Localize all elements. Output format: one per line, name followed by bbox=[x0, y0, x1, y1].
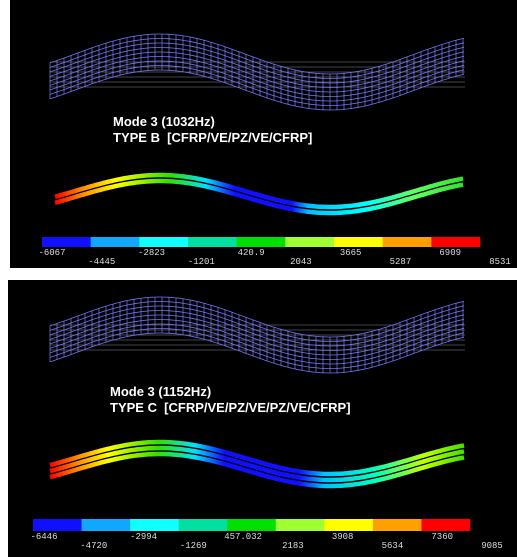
legend-swatch bbox=[276, 519, 325, 531]
type-label: TYPE B [CFRP/VE/PZ/VE/CFRP] bbox=[113, 130, 312, 145]
legend-label: -4445 bbox=[88, 257, 115, 267]
legend-swatch bbox=[237, 237, 286, 247]
mode-label: Mode 3 (1032Hz) bbox=[113, 114, 215, 129]
figure: Mode 3 (1032Hz) TYPE B [CFRP/VE/PZ/VE/CF… bbox=[0, 0, 517, 557]
legend-label: 7360 bbox=[431, 532, 453, 542]
legend-label: 9085 bbox=[481, 541, 503, 551]
legend-label: -6446 bbox=[30, 532, 57, 542]
legend-label: -2823 bbox=[138, 248, 165, 258]
legend-label: -1269 bbox=[180, 541, 207, 551]
legend-swatch bbox=[130, 519, 179, 531]
legend-swatch bbox=[139, 237, 188, 247]
legend-label: 5634 bbox=[382, 541, 404, 551]
legend-label: 3908 bbox=[332, 532, 354, 542]
legend-swatch bbox=[431, 237, 480, 247]
legend-label: 457.032 bbox=[224, 532, 262, 542]
legend-label: 2183 bbox=[282, 541, 304, 551]
legend-label: 2043 bbox=[290, 257, 312, 267]
legend-label: 3665 bbox=[340, 248, 362, 258]
legend-swatch bbox=[91, 237, 140, 247]
type-label: TYPE C [CFRP/VE/PZ/VE/PZ/VE/CFRP] bbox=[110, 400, 351, 415]
legend-swatch bbox=[82, 519, 131, 531]
legend-swatch bbox=[421, 519, 470, 531]
legend-label: -6067 bbox=[38, 248, 65, 258]
legend-label: 8531 bbox=[489, 257, 511, 267]
legend-label: -2994 bbox=[130, 532, 157, 542]
mode-label: Mode 3 (1152Hz) bbox=[110, 384, 211, 399]
legend-swatch bbox=[42, 237, 91, 247]
legend-label: 5287 bbox=[390, 257, 412, 267]
legend-swatch bbox=[383, 237, 432, 247]
page: Mode 3 (1032Hz) TYPE B [CFRP/VE/PZ/VE/CF… bbox=[0, 0, 517, 557]
legend-swatch bbox=[324, 519, 373, 531]
legend-swatch bbox=[179, 519, 228, 531]
legend-swatch bbox=[33, 519, 82, 531]
legend-label: -4720 bbox=[80, 541, 107, 551]
legend-label: -1201 bbox=[188, 257, 215, 267]
legend-swatch bbox=[227, 519, 276, 531]
legend-label: 420.9 bbox=[238, 248, 265, 258]
legend-swatch bbox=[373, 519, 422, 531]
legend-swatch bbox=[334, 237, 383, 247]
legend-swatch bbox=[285, 237, 334, 247]
legend-label: 6909 bbox=[439, 248, 461, 258]
legend-swatch bbox=[188, 237, 237, 247]
